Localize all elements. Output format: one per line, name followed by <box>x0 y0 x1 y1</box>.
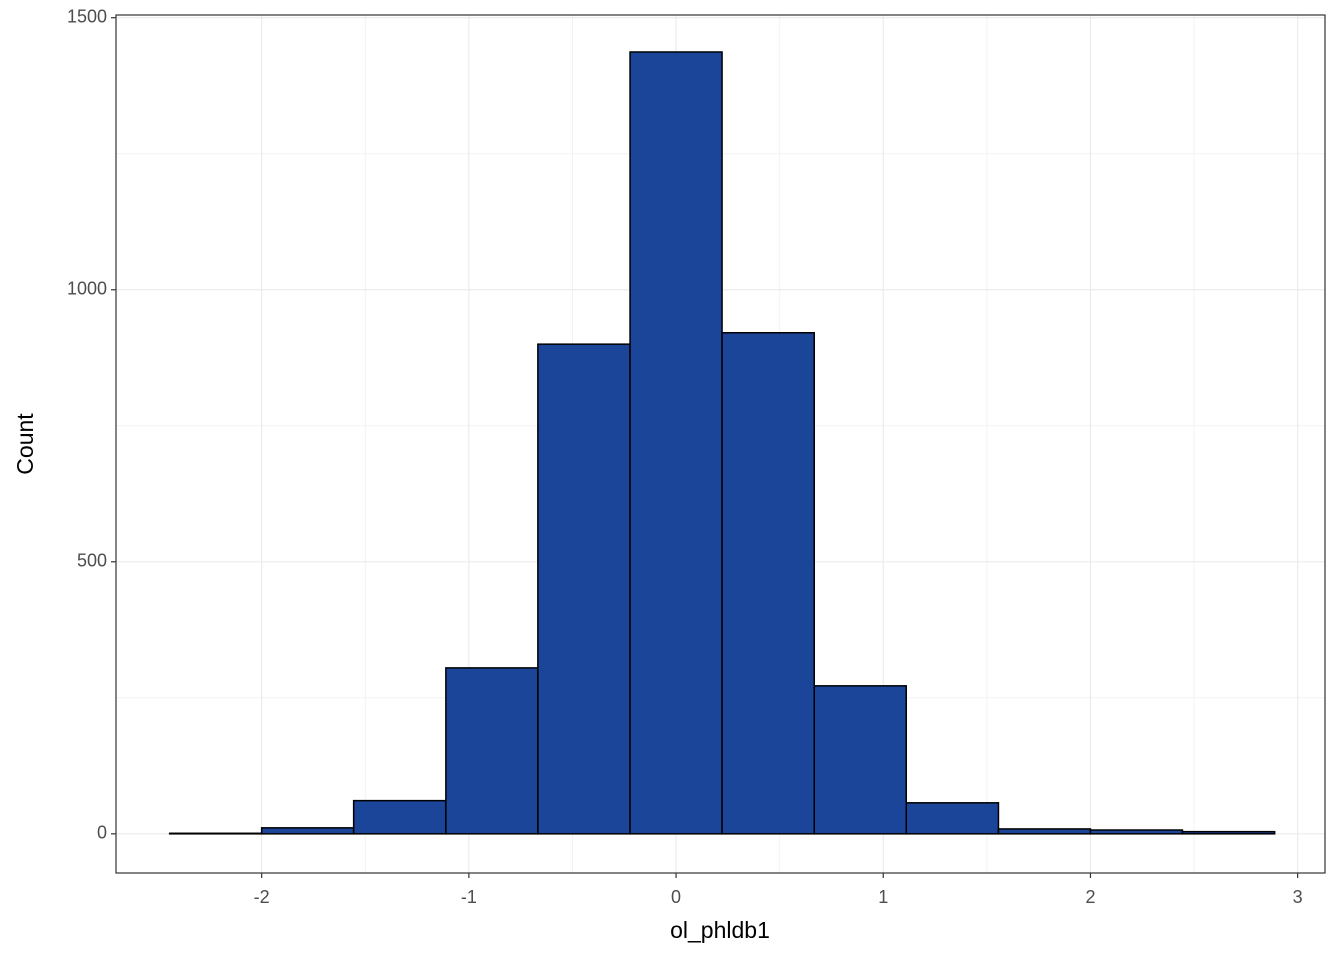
bar <box>445 667 539 835</box>
bar <box>813 685 908 835</box>
bar <box>537 343 631 835</box>
x-tick-label: 1 <box>878 887 888 907</box>
y-tick-label: 1500 <box>67 6 107 26</box>
y-axis-title: Count <box>12 413 38 475</box>
x-tick-label: -1 <box>461 887 477 907</box>
bar <box>1181 830 1276 835</box>
bar <box>260 827 355 835</box>
bar <box>629 51 723 835</box>
x-tick-label: -2 <box>254 887 270 907</box>
x-tick-label: 0 <box>671 887 681 907</box>
x-tick-label: 2 <box>1085 887 1095 907</box>
panel-border <box>115 14 1326 874</box>
bar <box>352 799 447 835</box>
x-tick-label: 3 <box>1293 887 1303 907</box>
y-tick-label: 500 <box>77 551 107 571</box>
y-tick-label: 0 <box>97 823 107 843</box>
bar <box>997 828 1092 835</box>
y-tick-label: 1000 <box>67 279 107 299</box>
bar <box>168 832 263 835</box>
bar <box>721 331 816 835</box>
bar <box>1089 829 1184 835</box>
x-axis-title: ol_phldb1 <box>670 917 770 943</box>
bar <box>905 802 1000 835</box>
